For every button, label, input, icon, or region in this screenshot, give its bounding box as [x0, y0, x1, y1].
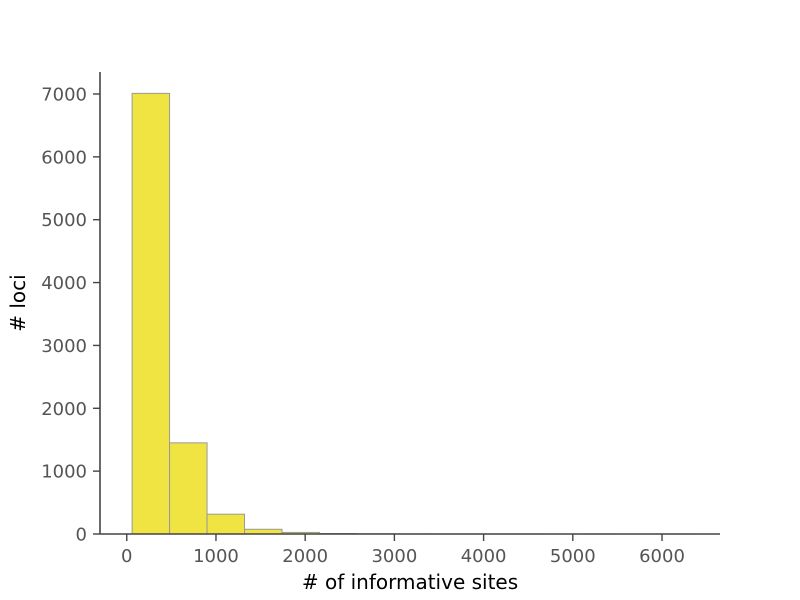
y-tick-label-2: 2000 [41, 399, 87, 420]
x-tick-label-2: 2000 [282, 546, 328, 567]
y-tick-label-7: 7000 [41, 85, 87, 106]
histogram-bar-0 [131, 92, 171, 535]
y-tick-label-4: 4000 [41, 273, 87, 294]
x-tick-label-5: 5000 [550, 546, 596, 567]
x-tick-label-0: 0 [121, 546, 132, 567]
y-tick-label-6: 6000 [41, 147, 87, 168]
x-tick-label-3: 3000 [371, 546, 417, 567]
histogram-bar-1 [169, 442, 208, 535]
x-tick-label-4: 4000 [461, 546, 507, 567]
y-tick-label-0: 0 [76, 525, 87, 546]
x-axis-title: # of informative sites [302, 570, 518, 594]
histogram-bar-2 [206, 513, 246, 535]
bars-group [131, 92, 695, 535]
x-tick-label-6: 6000 [639, 546, 685, 567]
x-ticks-group: 0 1000 2000 3000 4000 5000 6000 [121, 534, 685, 567]
y-tick-label-3: 3000 [41, 336, 87, 357]
y-ticks-group: 0 1000 2000 3000 4000 5000 6000 7000 [41, 85, 100, 546]
y-tick-label-1: 1000 [41, 462, 87, 483]
y-tick-label-5: 5000 [41, 210, 87, 231]
y-axis-title: # loci [6, 274, 30, 331]
x-tick-label-1: 1000 [193, 546, 239, 567]
